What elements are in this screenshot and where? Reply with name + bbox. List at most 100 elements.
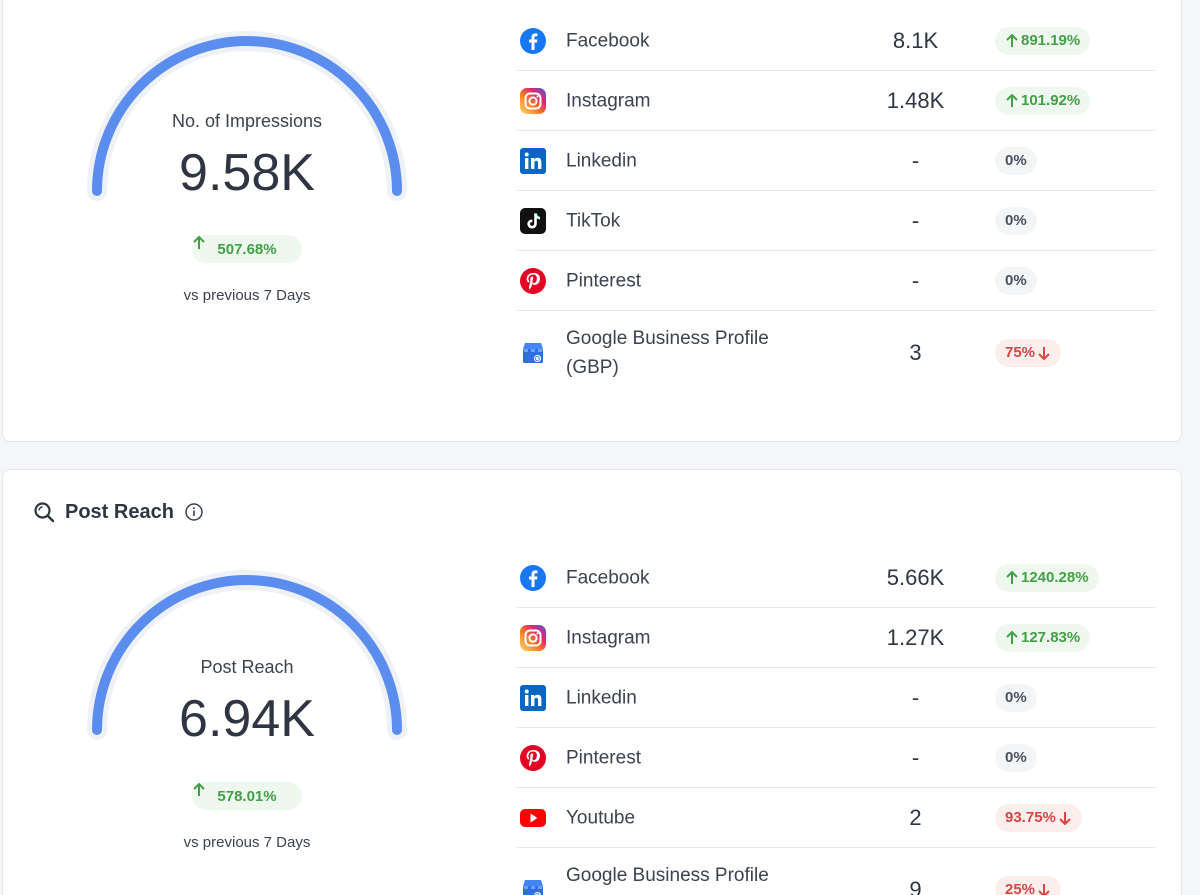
arrow-down-icon <box>1038 346 1050 360</box>
post-reach-gauge: Post Reach 6.94K 578.01% vs previous 7 D… <box>87 570 407 870</box>
instagram-icon <box>520 87 546 114</box>
platform-row-facebook: Facebook 8.1K 891.19% <box>517 11 1155 71</box>
arrow-up-icon <box>1006 93 1018 107</box>
post-reach-header: Post Reach <box>33 499 204 525</box>
change-badge: 0% <box>995 206 1037 235</box>
gauge-change-value: 578.01% <box>217 787 277 805</box>
arrow-up-icon <box>1006 570 1018 584</box>
arrow-up-icon <box>1006 630 1018 644</box>
change-value: 0% <box>1005 212 1027 229</box>
facebook-icon <box>520 564 546 591</box>
change-badge: 101.92% <box>995 86 1091 115</box>
platform-value: - <box>911 744 920 770</box>
change-value: 0% <box>1005 152 1027 169</box>
arrow-down-icon <box>1038 883 1050 895</box>
arrow-up-icon <box>1006 33 1018 47</box>
facebook-icon <box>520 27 546 54</box>
change-value: 891.19% <box>1021 32 1081 49</box>
platform-value: - <box>911 267 920 293</box>
change-value: 1240.28% <box>1021 569 1089 586</box>
platform-row-youtube: Youtube 2 93.75% <box>517 788 1155 848</box>
platform-row-linkedin: Linkedin - 0% <box>517 668 1155 728</box>
gauge-arc <box>87 570 407 740</box>
platform-name: Google Business Profile (GBP) <box>566 327 769 378</box>
post-reach-platform-list: Facebook 5.66K 1240.28% Instagram 1.27K … <box>517 548 1155 895</box>
platform-value: 9 <box>909 876 922 895</box>
impressions-gauge: No. of Impressions 9.58K 507.68% vs prev… <box>87 31 407 331</box>
instagram-icon <box>520 624 546 651</box>
change-badge: 0% <box>995 266 1037 295</box>
change-badge: 0% <box>995 683 1037 712</box>
gauge-change-badge: 507.68% <box>192 235 302 263</box>
change-value: 93.75% <box>1005 809 1056 826</box>
platform-row-linkedin: Linkedin - 0% <box>517 131 1155 191</box>
change-value: 0% <box>1005 689 1027 706</box>
platform-value: 3 <box>909 339 922 365</box>
gauge-change-value: 507.68% <box>217 240 277 258</box>
platform-value: - <box>911 684 920 710</box>
platform-name: Instagram <box>566 627 651 648</box>
platform-row-instagram: Instagram 1.27K 127.83% <box>517 608 1155 668</box>
youtube-icon <box>520 808 546 827</box>
platform-value: 8.1K <box>892 27 939 53</box>
platform-name: Pinterest <box>566 747 641 768</box>
platform-row-pinterest: Pinterest - 0% <box>517 251 1155 311</box>
platform-row-gbp: Google Business Profile (GBP) 9 25% <box>517 848 1155 895</box>
platform-value: - <box>911 207 920 233</box>
change-badge: 1240.28% <box>995 563 1099 592</box>
change-badge: 93.75% <box>995 803 1082 832</box>
gauge-label: Post Reach <box>200 657 294 677</box>
gauge-value: 9.58K <box>179 144 315 202</box>
info-icon[interactable] <box>184 502 204 522</box>
platform-name: Facebook <box>566 567 650 588</box>
platform-value: - <box>911 147 920 173</box>
change-value: 75% <box>1005 344 1036 361</box>
impressions-card: No. of Impressions 9.58K 507.68% vs prev… <box>2 0 1182 442</box>
platform-name: Google Business Profile (GBP) <box>566 864 769 895</box>
gauge-note: vs previous 7 Days <box>183 287 311 304</box>
impressions-platform-list: Facebook 8.1K 891.19% Instagram 1.48K 10… <box>517 11 1155 394</box>
post-reach-card: Post Reach Post Reach 6.94K 578.01% vs p… <box>2 469 1182 895</box>
gauge-label: No. of Impressions <box>171 111 323 131</box>
platform-value: 5.66K <box>886 564 945 590</box>
change-value: 127.83% <box>1021 629 1081 646</box>
search-icon <box>34 502 55 523</box>
tiktok-icon <box>520 207 546 234</box>
gauge-note: vs previous 7 Days <box>183 834 311 851</box>
platform-name: Youtube <box>566 807 636 828</box>
change-value: 0% <box>1005 272 1027 289</box>
google-business-profile-icon <box>523 342 543 363</box>
google-business-profile-icon <box>523 879 543 895</box>
gauge-change-badge: 578.01% <box>192 782 302 810</box>
arrow-up-icon <box>193 235 205 249</box>
change-badge: 0% <box>995 743 1037 772</box>
change-badge: 0% <box>995 146 1037 175</box>
change-badge: 127.83% <box>995 623 1091 652</box>
change-value: 101.92% <box>1021 92 1081 109</box>
card-title: Post Reach <box>65 500 174 523</box>
platform-row-facebook: Facebook 5.66K 1240.28% <box>517 548 1155 608</box>
platform-name: Pinterest <box>566 270 641 291</box>
platform-value: 1.48K <box>886 87 945 113</box>
change-badge: 25% <box>995 875 1062 895</box>
arrow-up-icon <box>193 782 205 796</box>
gauge-value: 6.94K <box>179 690 315 748</box>
pinterest-icon <box>520 267 546 294</box>
platform-name: Facebook <box>566 30 650 51</box>
linkedin-icon <box>520 147 546 174</box>
change-value: 0% <box>1005 749 1027 766</box>
platform-value: 2 <box>909 804 922 830</box>
change-badge: 75% <box>995 338 1062 367</box>
platform-row-tiktok: TikTok - 0% <box>517 191 1155 251</box>
platform-name: Instagram <box>566 90 651 111</box>
platform-row-gbp: Google Business Profile (GBP) 3 75% <box>517 311 1155 394</box>
platform-row-pinterest: Pinterest - 0% <box>517 728 1155 788</box>
platform-name: TikTok <box>566 210 621 231</box>
platform-name: Linkedin <box>566 150 637 171</box>
pinterest-icon <box>520 744 546 771</box>
platform-value: 1.27K <box>886 624 945 650</box>
platform-name: Linkedin <box>566 687 637 708</box>
change-value: 25% <box>1005 881 1036 895</box>
change-badge: 891.19% <box>995 26 1091 55</box>
platform-row-instagram: Instagram 1.48K 101.92% <box>517 71 1155 131</box>
